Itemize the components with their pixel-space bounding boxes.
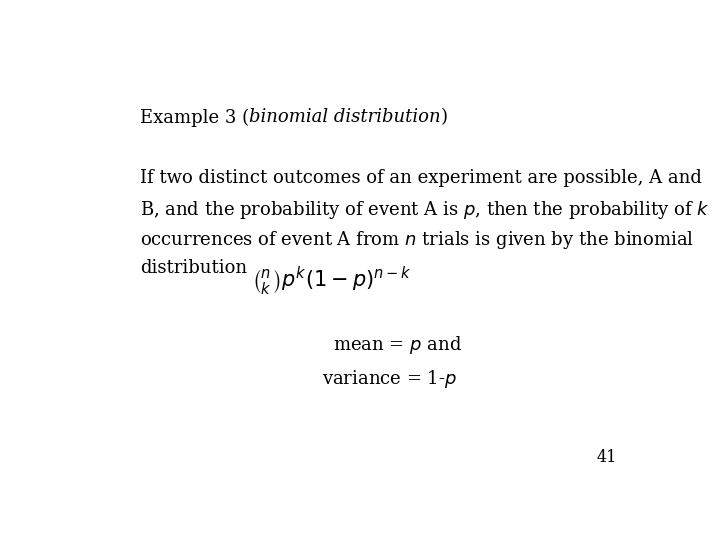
Text: ): ) xyxy=(441,109,448,126)
Text: distribution: distribution xyxy=(140,259,248,276)
Text: mean = $p$ and: mean = $p$ and xyxy=(333,334,462,356)
Text: If two distinct outcomes of an experiment are possible, A and: If two distinct outcomes of an experimen… xyxy=(140,168,702,187)
Text: B, and the probability of event A is $p$, then the probability of $k$: B, and the probability of event A is $p$… xyxy=(140,199,710,221)
Text: $\binom{n}{k} p^k (1 - p)^{n-k}$: $\binom{n}{k} p^k (1 - p)^{n-k}$ xyxy=(252,265,412,298)
Text: binomial distribution: binomial distribution xyxy=(249,109,441,126)
Text: occurrences of event A from $n$ trials is given by the binomial: occurrences of event A from $n$ trials i… xyxy=(140,228,694,251)
Text: Example 3 (: Example 3 ( xyxy=(140,109,249,127)
Text: 41: 41 xyxy=(597,449,617,466)
Text: variance = 1-$p$: variance = 1-$p$ xyxy=(322,368,456,390)
